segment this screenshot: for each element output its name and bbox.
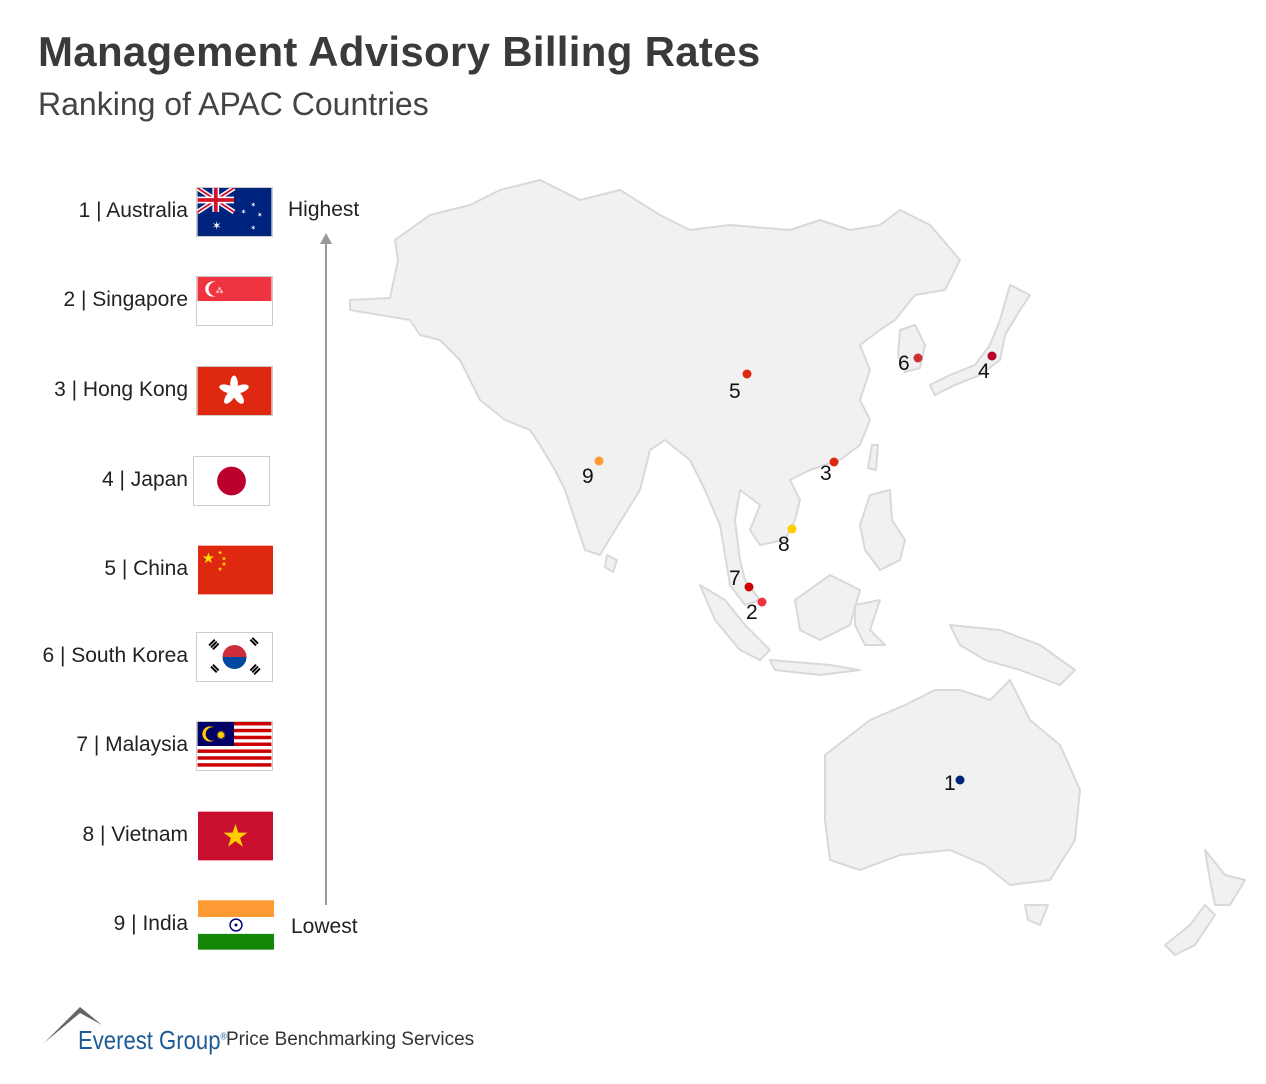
sumatra <box>699 584 771 661</box>
svg-text:✶: ✶ <box>212 218 222 232</box>
svg-text:✶: ✶ <box>250 224 256 232</box>
everest-mountain-icon <box>44 1007 102 1043</box>
map-rank-label: 5 <box>729 380 741 403</box>
vietnam-flag-icon: ★ <box>198 811 273 861</box>
svg-text:★: ★ <box>221 561 226 568</box>
svg-text:★: ★ <box>217 549 222 556</box>
taiwan <box>867 444 879 471</box>
map-marker-india <box>594 456 604 466</box>
registered-mark: ® <box>220 1031 227 1043</box>
map-marker-vietnam <box>787 524 797 534</box>
singapore-flag-icon: ⁂ <box>196 276 273 326</box>
ranking-item-vietnam: 8 | Vietnam ★ <box>0 811 275 863</box>
map-rank-label: 7 <box>729 567 741 590</box>
japan-flag-icon <box>193 456 270 506</box>
svg-text:⁂: ⁂ <box>216 286 224 295</box>
svg-text:✶: ✶ <box>241 208 247 216</box>
map-marker-malaysia <box>744 582 754 592</box>
map-marker-china <box>742 369 752 379</box>
india-flag-icon <box>198 900 274 950</box>
ranking-arrow <box>320 233 332 905</box>
ranking-label: 8 | Vietnam <box>82 823 188 846</box>
svg-text:★: ★ <box>202 550 215 567</box>
apac-map: 1 2 3 4 5 6 7 8 9 <box>349 179 1246 956</box>
malaysia-flag-icon: ✹ <box>196 721 273 771</box>
map-rank-label: 8 <box>778 533 790 556</box>
ranking-item-japan: 4 | Japan <box>0 456 275 508</box>
map-rank-label: 2 <box>746 601 758 624</box>
svg-text:✹: ✹ <box>216 727 226 742</box>
hong-kong-flag-icon <box>196 366 273 416</box>
south-korea-flag-icon <box>196 632 273 682</box>
borneo <box>794 574 861 641</box>
brand-name: Everest Group <box>78 1025 221 1055</box>
japan <box>929 284 1031 396</box>
ranking-item-india: 9 | India <box>0 900 275 952</box>
svg-text:★: ★ <box>221 555 226 562</box>
map-marker-hong-kong <box>829 457 839 467</box>
sri-lanka <box>604 554 618 573</box>
map-marker-australia <box>955 775 965 785</box>
svg-text:✶: ✶ <box>257 211 263 219</box>
new-zealand-south <box>1164 904 1216 956</box>
map-rank-label: 3 <box>820 462 832 485</box>
page-title: Management Advisory Billing Rates <box>38 28 761 75</box>
ranking-label: 7 | Malaysia <box>76 733 188 756</box>
java <box>769 659 861 676</box>
ranking-item-hong-kong: 3 | Hong Kong <box>0 366 275 418</box>
service-name: Price Benchmarking Services <box>226 1029 475 1050</box>
map-rank-label: 9 <box>582 465 594 488</box>
ranking-item-china: 5 | China ★ ★ ★ ★ ★ <box>0 545 275 597</box>
ranking-label: 6 | South Korea <box>42 644 188 667</box>
new-guinea <box>949 624 1076 686</box>
brand-logo: Everest Group® <box>78 1025 227 1056</box>
lowest-label: Lowest <box>291 915 358 938</box>
philippines <box>859 489 906 571</box>
asia-mainland <box>349 179 961 606</box>
highest-label: Highest <box>288 198 360 221</box>
map-rank-label: 1 <box>944 772 956 795</box>
ranking-label: 3 | Hong Kong <box>54 378 188 401</box>
map-rank-label: 6 <box>898 352 910 375</box>
ranking-item-malaysia: 7 | Malaysia ✹ <box>0 721 275 773</box>
australia <box>824 679 1081 886</box>
ranking-label: 9 | India <box>113 912 188 935</box>
svg-text:★: ★ <box>217 566 222 573</box>
tasmania <box>1024 904 1049 926</box>
svg-text:★: ★ <box>222 819 250 855</box>
ranking-label: 4 | Japan <box>101 468 188 491</box>
ranking-label: 5 | China <box>104 557 188 580</box>
ranking-label: 2 | Singapore <box>63 288 188 311</box>
sulawesi <box>854 599 886 646</box>
ranking-item-south-korea: 6 | South Korea <box>0 632 275 684</box>
map-marker-singapore <box>757 597 767 607</box>
map-rank-label: 4 <box>978 360 990 383</box>
map-marker-japan <box>987 351 997 361</box>
ranking-item-singapore: 2 | Singapore ⁂ <box>0 276 275 328</box>
svg-text:✶: ✶ <box>250 201 256 209</box>
china-flag-icon: ★ ★★★★ <box>198 545 273 595</box>
map-marker-south-korea <box>913 353 923 363</box>
page-subtitle: Ranking of APAC Countries <box>38 86 429 122</box>
ranking-label: 1 | Australia <box>78 199 188 222</box>
new-zealand-north <box>1204 849 1246 906</box>
ranking-item-australia: 1 | Australia ✶ ✶ ✶ ✶ ✶ <box>0 187 275 239</box>
australia-flag-icon: ✶✶✶ ✶✶ <box>196 187 273 237</box>
